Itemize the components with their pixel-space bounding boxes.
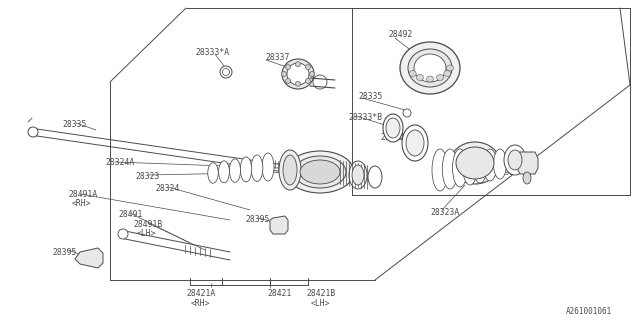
Text: 28421A: 28421A: [186, 289, 215, 298]
Ellipse shape: [400, 42, 460, 94]
Text: <RH>: <RH>: [191, 299, 211, 308]
Ellipse shape: [310, 71, 314, 76]
Text: 28323: 28323: [135, 172, 159, 181]
Ellipse shape: [483, 149, 497, 181]
Ellipse shape: [523, 172, 531, 184]
Ellipse shape: [305, 65, 310, 69]
Ellipse shape: [208, 163, 218, 183]
Ellipse shape: [473, 149, 487, 183]
Ellipse shape: [240, 157, 252, 182]
Text: <LH>: <LH>: [137, 229, 157, 238]
Text: <RH>: <RH>: [72, 199, 92, 208]
Ellipse shape: [402, 125, 428, 161]
Ellipse shape: [414, 54, 446, 82]
Text: 28491: 28491: [118, 210, 142, 219]
Ellipse shape: [452, 149, 467, 187]
Ellipse shape: [409, 70, 416, 76]
Ellipse shape: [296, 62, 301, 67]
Text: A261001061: A261001061: [566, 307, 612, 316]
Ellipse shape: [220, 66, 232, 78]
Text: 28324A: 28324A: [480, 155, 509, 164]
Ellipse shape: [432, 149, 448, 191]
Ellipse shape: [417, 75, 424, 81]
Text: 28337: 28337: [265, 53, 289, 62]
Text: 28395: 28395: [245, 215, 269, 224]
Text: 28324: 28324: [155, 184, 179, 193]
Ellipse shape: [285, 78, 291, 84]
Ellipse shape: [406, 130, 424, 156]
Ellipse shape: [383, 114, 403, 142]
Polygon shape: [517, 152, 538, 174]
Ellipse shape: [287, 63, 309, 85]
Ellipse shape: [285, 65, 291, 69]
Ellipse shape: [294, 156, 346, 188]
Ellipse shape: [442, 149, 458, 189]
Text: 28395: 28395: [490, 168, 515, 177]
Ellipse shape: [493, 149, 506, 179]
Ellipse shape: [444, 70, 451, 76]
Polygon shape: [270, 216, 288, 234]
Ellipse shape: [28, 127, 38, 137]
Text: 28491A: 28491A: [68, 190, 97, 199]
Text: 28421: 28421: [267, 289, 291, 298]
Ellipse shape: [223, 68, 230, 76]
Text: 28491B: 28491B: [133, 220, 163, 229]
Ellipse shape: [251, 155, 263, 181]
Ellipse shape: [456, 147, 494, 179]
Ellipse shape: [463, 149, 477, 185]
Ellipse shape: [279, 150, 301, 190]
Text: 28324A: 28324A: [105, 158, 134, 167]
Ellipse shape: [262, 153, 274, 181]
Ellipse shape: [219, 161, 229, 183]
Ellipse shape: [300, 160, 340, 184]
Ellipse shape: [403, 109, 411, 117]
Ellipse shape: [436, 75, 444, 81]
Text: 28335: 28335: [358, 92, 382, 101]
Ellipse shape: [283, 155, 297, 185]
Ellipse shape: [282, 59, 314, 89]
Ellipse shape: [408, 49, 452, 87]
Ellipse shape: [352, 165, 364, 185]
Text: <LH>: <LH>: [311, 299, 330, 308]
Ellipse shape: [286, 151, 354, 193]
Ellipse shape: [305, 78, 310, 84]
Ellipse shape: [349, 161, 367, 189]
Ellipse shape: [282, 71, 287, 76]
Ellipse shape: [450, 142, 500, 184]
Ellipse shape: [296, 81, 301, 86]
Text: 28323A: 28323A: [430, 208, 460, 217]
Ellipse shape: [313, 75, 327, 89]
Text: 28492: 28492: [388, 30, 412, 39]
Ellipse shape: [447, 65, 454, 71]
Ellipse shape: [386, 118, 400, 138]
Ellipse shape: [426, 76, 433, 82]
Text: 28333*B: 28333*B: [348, 113, 382, 122]
Ellipse shape: [118, 229, 128, 239]
Ellipse shape: [508, 150, 522, 170]
Text: 28395: 28395: [52, 248, 76, 257]
Text: 28335: 28335: [62, 120, 86, 129]
Text: 28421B: 28421B: [306, 289, 335, 298]
Polygon shape: [75, 248, 103, 268]
Ellipse shape: [230, 159, 241, 182]
Text: 28333*A: 28333*A: [195, 48, 229, 57]
Text: 29324: 29324: [380, 133, 404, 142]
Ellipse shape: [504, 145, 526, 175]
Ellipse shape: [368, 166, 382, 188]
